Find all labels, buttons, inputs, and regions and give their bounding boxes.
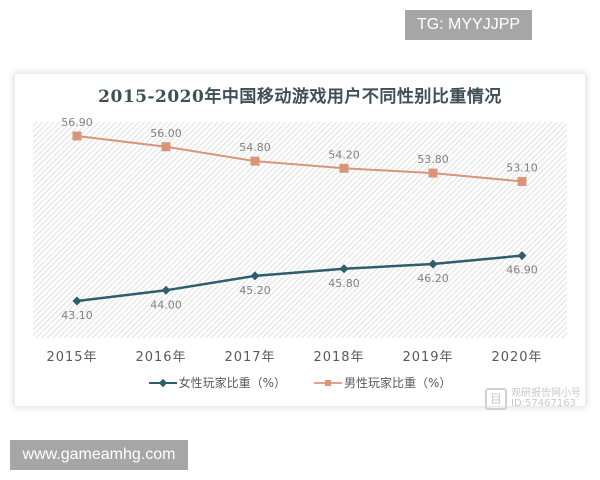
data-label: 54.20	[328, 148, 360, 161]
data-label: 56.00	[150, 127, 182, 140]
legend-item-male[interactable]: 男性玩家比重（%）	[314, 374, 451, 391]
series-line	[76, 254, 523, 303]
diamond-marker-icon[interactable]	[339, 264, 349, 274]
tg-badge: TG: MYYJJPP	[405, 10, 532, 40]
x-tick-label: 2018年	[313, 350, 364, 365]
data-label: 53.80	[417, 153, 449, 166]
data-label: 45.80	[328, 277, 360, 290]
watermark-line1: 观研报告网小号	[511, 388, 581, 399]
square-marker-icon[interactable]	[428, 168, 438, 178]
data-label: 56.90	[61, 116, 93, 129]
x-axis: 2015年 2016年 2017年 2018年 2019年 2020年	[46, 350, 542, 365]
series-female: 43.10 44.00 45.20 45.80 46.20 46.90	[61, 251, 538, 322]
series-male: 56.90 56.00 54.80 54.20 53.80 53.10	[61, 116, 538, 186]
diamond-marker-icon[interactable]	[517, 251, 527, 261]
legend-item-female[interactable]: 女性玩家比重（%）	[148, 374, 286, 391]
diamond-marker-icon[interactable]	[428, 259, 438, 269]
chart-title: 2015-2020年中国移动游戏用户不同性别比重情况	[98, 87, 502, 107]
legend-label-male: 男性玩家比重（%）	[344, 376, 452, 390]
x-tick-label: 2017年	[224, 350, 275, 365]
square-marker-icon[interactable]	[250, 156, 260, 166]
square-marker-icon[interactable]	[161, 142, 171, 152]
document-icon: 目	[485, 388, 507, 410]
chart-legend: 女性玩家比重（%） 男性玩家比重（%）	[0, 374, 600, 391]
legend-label-female: 女性玩家比重（%）	[178, 376, 286, 390]
series-line	[76, 135, 523, 183]
square-marker-icon	[314, 378, 342, 388]
data-label: 46.90	[506, 264, 538, 277]
x-tick-label: 2020年	[491, 350, 542, 365]
data-label: 46.20	[417, 272, 449, 285]
series-layer: 43.10 44.00 45.20 45.80 46.20 46.90 56.90 56.00…	[61, 116, 538, 322]
diamond-marker-icon[interactable]	[72, 296, 82, 306]
data-label: 43.10	[61, 309, 93, 322]
x-tick-label: 2016年	[135, 350, 186, 365]
x-tick-label: 2015年	[46, 350, 97, 365]
data-label: 53.10	[506, 161, 538, 174]
x-tick-label: 2019年	[402, 350, 453, 365]
plot-area	[33, 122, 567, 338]
square-marker-icon[interactable]	[517, 176, 527, 186]
data-label: 45.20	[239, 284, 271, 297]
data-label: 54.80	[239, 141, 271, 154]
square-marker-icon[interactable]	[339, 163, 349, 173]
watermark: 目 观研报告网小号 ID:57467163	[485, 388, 581, 410]
site-url-badge: www.gameamhg.com	[10, 440, 188, 470]
square-marker-icon[interactable]	[72, 131, 82, 141]
diamond-marker-icon[interactable]	[250, 271, 260, 281]
data-label: 44.00	[150, 298, 182, 311]
watermark-line2: ID:57467163	[511, 398, 576, 409]
diamond-marker-icon	[148, 378, 177, 388]
diamond-marker-icon[interactable]	[161, 285, 171, 295]
